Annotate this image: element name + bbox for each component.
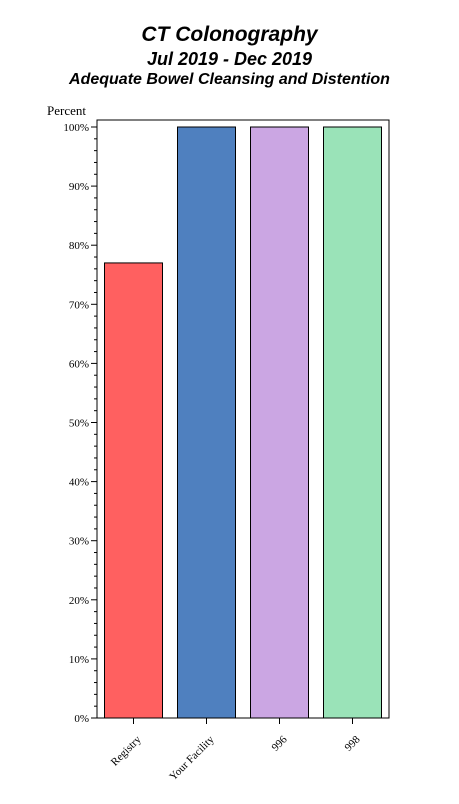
chart-subtitle: Jul 2019 - Dec 2019: [146, 49, 313, 69]
y-axis-label: Percent: [47, 103, 86, 118]
x-tick-label: Your Facility: [167, 733, 217, 783]
y-tick-label: 30%: [69, 536, 89, 548]
bar-your-facility: [177, 126, 236, 719]
chart-subtitle-2: Adequate Bowel Cleansing and Distention: [69, 71, 390, 88]
x-tick-label: Registry: [109, 733, 144, 768]
chart-title: CT Colonography: [141, 23, 318, 46]
bar-996: [250, 126, 309, 719]
y-tick-label: 20%: [69, 595, 89, 607]
y-tick-label: 40%: [69, 477, 89, 489]
y-tick-label: 100%: [63, 122, 89, 134]
y-tick-label: 60%: [69, 358, 89, 370]
y-tick-label: 80%: [69, 240, 89, 252]
x-tick-label: 998: [342, 733, 363, 754]
x-tick-label: 996: [269, 733, 290, 754]
y-tick-label: 10%: [69, 654, 89, 666]
y-tick-label: 50%: [69, 418, 89, 430]
bar-998: [323, 126, 382, 719]
y-tick-label: 70%: [69, 299, 89, 311]
y-tick-label: 90%: [69, 181, 89, 193]
bar-registry: [104, 262, 163, 719]
plot-frame: [96, 119, 390, 719]
y-tick-label: 0%: [74, 713, 89, 725]
